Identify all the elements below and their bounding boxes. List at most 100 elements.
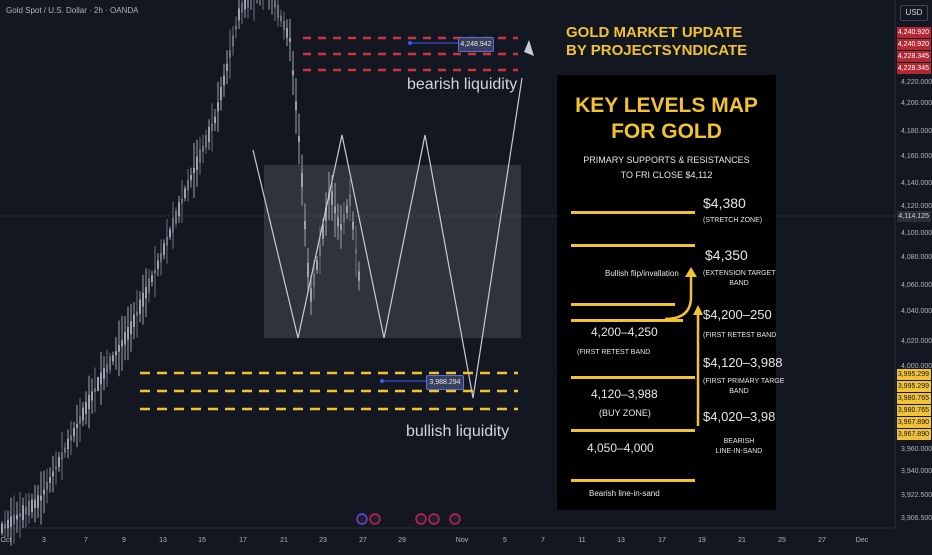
- projection-arrow-icon: [524, 40, 534, 56]
- candle-body: [103, 367, 105, 379]
- candle-body: [298, 136, 300, 142]
- candle-body: [85, 402, 87, 414]
- l3-price: 4,050–4,000: [587, 441, 654, 455]
- candle-body: [310, 288, 312, 302]
- x-tick-label: 13: [617, 537, 625, 544]
- x-tick-label: 17: [239, 537, 247, 544]
- price-tag-gold: 3,967.890: [897, 417, 931, 428]
- candle-body: [331, 191, 333, 205]
- x-tick-label: 9: [122, 537, 126, 544]
- r2-price: $4,350: [705, 247, 748, 263]
- l1-price: 4,200–4,250: [591, 325, 658, 339]
- price-tag-gold: 3,980.765: [897, 405, 931, 416]
- marker-dot: [380, 379, 384, 383]
- candle-body: [64, 447, 66, 453]
- symbol-header: Gold Spot / U.S. Dollar · 2h · OANDA: [6, 6, 139, 15]
- level-bar: [571, 479, 695, 482]
- marker-dot: [408, 41, 412, 45]
- panel-title-line-2: FOR GOLD: [611, 120, 722, 143]
- candle-body: [211, 123, 213, 131]
- y-tick-label: 4,140.000: [901, 180, 932, 187]
- candle-body: [37, 495, 39, 508]
- x-tick-label: 21: [280, 537, 288, 544]
- candle-body: [244, 0, 246, 10]
- candle-body: [79, 416, 81, 424]
- candle-body: [190, 175, 192, 181]
- level-bar: [571, 429, 695, 432]
- candle-body: [274, 0, 276, 8]
- candle-body: [145, 286, 147, 299]
- candle-body: [22, 505, 24, 521]
- candle-body: [346, 205, 348, 213]
- y-tick-label: 4,040.000: [901, 308, 932, 315]
- candle-body: [283, 20, 285, 31]
- candle-body: [289, 38, 291, 42]
- candle-body: [319, 244, 321, 256]
- candle-body: [220, 87, 222, 101]
- y-tick-label: 4,060.000: [901, 282, 932, 289]
- r5-note-line-1: BEARISH: [723, 438, 755, 445]
- r1-note: (STRETCH ZONE): [703, 217, 763, 224]
- x-tick-label: 23: [319, 537, 327, 544]
- y-tick-label: 4,180.000: [901, 128, 932, 135]
- candle-body: [229, 50, 231, 58]
- y-tick-label: 4,220.000: [901, 79, 932, 86]
- x-tick-label: 7: [84, 537, 88, 544]
- candle-body: [160, 252, 162, 262]
- candle-body: [223, 75, 225, 86]
- candle-body: [28, 500, 30, 516]
- candle-body: [301, 172, 303, 188]
- candle-body: [25, 506, 27, 515]
- y-tick-label: 4,020.000: [901, 338, 932, 345]
- candle-body: [193, 167, 195, 173]
- candle-body: [118, 344, 120, 352]
- panel-title: KEY LEVELS MAP FOR GOLD: [557, 93, 776, 145]
- x-tick-label: 5: [503, 537, 507, 544]
- candle-body: [52, 471, 54, 477]
- candle-body: [46, 482, 48, 490]
- candle-body: [31, 499, 33, 513]
- candle-body: [241, 2, 243, 13]
- price-tag-gold: 3,980.765: [897, 393, 931, 404]
- r4-note-line-1: (FIRST PRIMARY TARGE: [703, 378, 785, 385]
- candle-body: [94, 388, 96, 392]
- x-tick-label: Nov: [456, 537, 469, 544]
- candle-body: [142, 292, 144, 307]
- candle-body: [235, 25, 237, 30]
- x-tick-label: 13: [159, 537, 167, 544]
- range-box: [264, 165, 521, 338]
- y-tick-label: 3,960.000: [901, 446, 932, 453]
- price-tag-gold: 3,995.299: [897, 381, 931, 392]
- x-tick-label: 11: [578, 537, 585, 544]
- level-bar: [571, 319, 683, 322]
- arrow-head-icon: [685, 267, 697, 277]
- y-tick-label: 3,940.000: [901, 468, 932, 475]
- candle-body: [112, 355, 114, 362]
- y-tick-label: 4,080.000: [901, 254, 932, 261]
- candle-body: [232, 35, 234, 47]
- candle-body: [97, 377, 99, 391]
- projection-path: [252, 77, 523, 399]
- candle-body: [295, 101, 297, 111]
- r2-note-line-1: (EXTENSION TARGET: [703, 270, 776, 277]
- candle-body: [238, 8, 240, 21]
- key-levels-panel: KEY LEVELS MAP FOR GOLD PRIMARY SUPPORTS…: [557, 75, 785, 510]
- price-box-top[interactable]: 4,248.942: [458, 37, 494, 52]
- r2-note: (EXTENSION TARGET BAND: [703, 269, 775, 289]
- r2-note-line-2: BAND: [729, 280, 749, 287]
- price-box-bottom[interactable]: 3,988.294: [426, 375, 464, 390]
- r5-price: $4,020–3,98: [703, 409, 776, 424]
- candle-body: [358, 271, 360, 281]
- candle-body: [313, 272, 315, 288]
- candle-body: [181, 199, 183, 204]
- candle-body: [76, 423, 78, 429]
- candle-body: [13, 514, 15, 525]
- currency-button[interactable]: USD: [900, 5, 928, 21]
- candle-body: [127, 326, 129, 340]
- candle-body: [208, 126, 210, 142]
- candle-body: [88, 394, 90, 410]
- candle-body: [19, 513, 21, 517]
- price-tag-red: 4,228.345: [897, 51, 931, 62]
